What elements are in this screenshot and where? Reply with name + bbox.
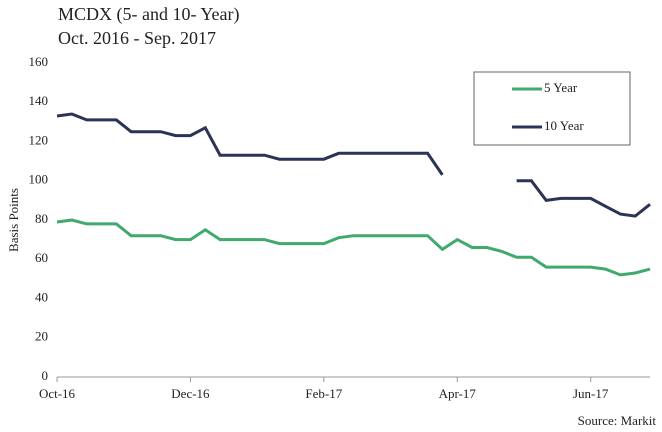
chart-title: MCDX (5- and 10- Year)	[58, 4, 239, 25]
x-tick-label: Feb-17	[305, 386, 342, 401]
legend-label: 5 Year	[544, 80, 578, 95]
series-line	[56, 112, 651, 218]
x-tick-label: Jun-17	[573, 386, 609, 401]
y-tick-label: 60	[35, 250, 48, 265]
y-axis-label: Basis Points	[6, 188, 21, 252]
y-tick-label: 160	[29, 54, 49, 69]
y-tick-label: 120	[29, 132, 49, 147]
x-tick-label: Apr-17	[439, 386, 477, 401]
legend-label: 10 Year	[544, 118, 584, 133]
legend-box	[473, 71, 631, 146]
y-tick-label: 0	[42, 368, 49, 383]
y-tick-label: 140	[29, 93, 49, 108]
y-tick-label: 80	[35, 211, 48, 226]
x-tick-label: Oct-16	[39, 386, 76, 401]
y-tick-label: 40	[35, 289, 48, 304]
series-line	[56, 218, 651, 277]
source: Source: Markit	[578, 413, 657, 428]
x-tick-label: Dec-16	[171, 386, 210, 401]
y-tick-label: 20	[35, 329, 48, 344]
chart-subtitle: Oct. 2016 - Sep. 2017	[58, 28, 216, 48]
y-tick-label: 100	[29, 172, 49, 187]
